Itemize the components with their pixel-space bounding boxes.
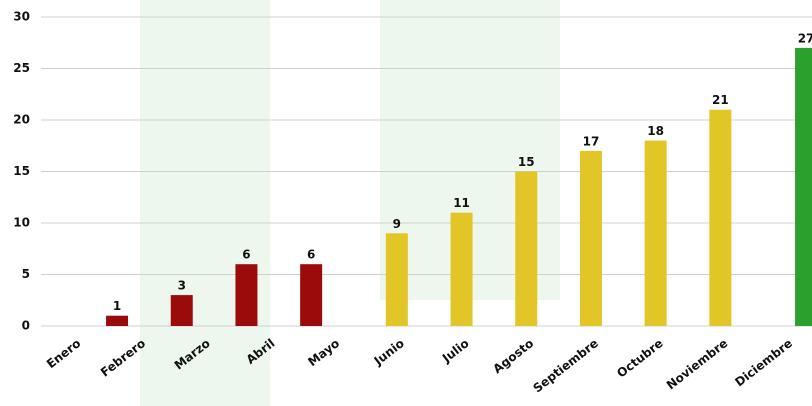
bar	[106, 315, 129, 326]
bar	[300, 264, 323, 326]
data-label: 11	[453, 196, 470, 210]
bar	[235, 264, 258, 326]
y-tick-label: 15	[13, 164, 30, 178]
bar	[385, 233, 408, 326]
bar	[579, 150, 602, 326]
bar	[795, 47, 812, 327]
bar	[709, 109, 732, 326]
y-tick-label: 5	[22, 267, 30, 281]
data-label: 6	[307, 248, 315, 262]
x-tick-label: Mayo	[305, 336, 342, 369]
x-tick-label: Septiembre	[530, 336, 600, 395]
data-label: 6	[242, 248, 250, 262]
x-tick-label: Octubre	[614, 336, 665, 380]
data-label: 27	[798, 31, 812, 45]
data-label: 9	[393, 217, 401, 231]
x-tick-label: Julio	[439, 336, 472, 366]
y-tick-label: 30	[13, 10, 30, 24]
watermark	[140, 0, 270, 406]
data-label: 18	[647, 124, 664, 138]
data-label: 21	[712, 93, 729, 107]
data-label: 1	[113, 299, 121, 313]
bar	[450, 212, 473, 326]
x-tick-label: Agosto	[490, 336, 536, 376]
data-label: 17	[583, 134, 600, 148]
y-tick-label: 0	[22, 319, 30, 333]
bar	[515, 171, 538, 326]
x-tick-label: Enero	[44, 336, 83, 371]
data-label: 15	[518, 155, 535, 169]
y-tick-label: 20	[13, 113, 30, 127]
bar	[644, 140, 667, 326]
y-tick-label: 10	[13, 216, 30, 230]
y-tick-label: 25	[13, 61, 30, 75]
x-tick-label: Diciembre	[732, 336, 795, 389]
data-label: 3	[178, 279, 186, 293]
x-tick-label: Noviembre	[664, 336, 731, 392]
bar	[170, 295, 193, 326]
x-tick-label: Junio	[371, 336, 407, 369]
